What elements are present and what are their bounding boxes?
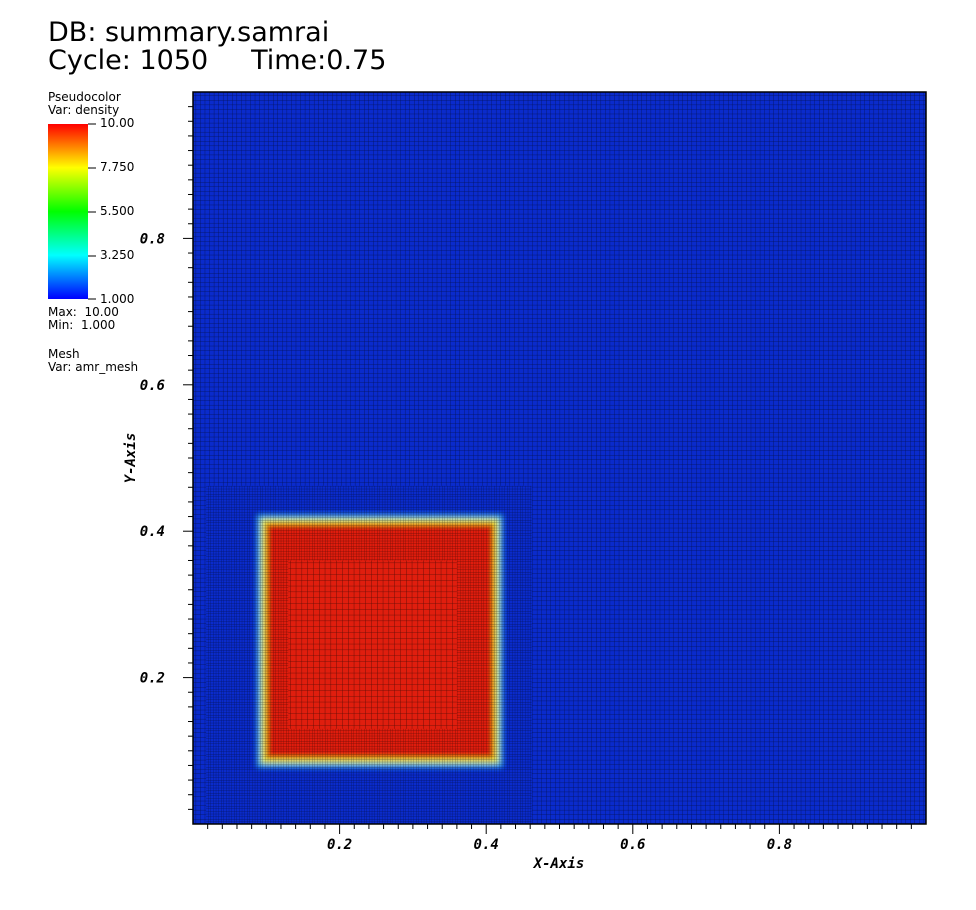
y-axis-label: Y-Axis xyxy=(123,433,139,484)
mesh-legend-title: Mesh xyxy=(48,347,80,361)
mesh-lines-level2 xyxy=(288,560,457,729)
colorbar-tick-label: 7.750 xyxy=(100,160,135,174)
legend-plot-type: Pseudocolor xyxy=(48,90,121,104)
axes: 0.2 0.4 0.6 0.8 0.2 0.4 0.6 0.8 xyxy=(140,91,927,853)
mesh-legend-var: Var: amr_mesh xyxy=(48,360,139,374)
y-tick-label: 0.4 xyxy=(140,524,165,540)
y-tick-label: 0.8 xyxy=(140,231,165,247)
colorbar-tick-label: 3.250 xyxy=(100,248,135,262)
legend-min: Min: 1.000 xyxy=(48,318,116,332)
cycle-time-title: Cycle: 1050 Time:0.75 xyxy=(48,45,387,76)
colorbar xyxy=(48,124,88,299)
colorbar-tick-label: 1.000 xyxy=(100,292,135,306)
x-axis-label: X-Axis xyxy=(533,856,585,872)
colorbar-tick-label: 10.00 xyxy=(100,116,135,130)
y-tick-label: 0.2 xyxy=(140,671,165,687)
colorbar-tick-label: 5.500 xyxy=(100,204,135,218)
x-tick-label: 0.4 xyxy=(474,837,499,853)
database-title: DB: summary.samrai xyxy=(48,17,330,48)
x-tick-label: 0.2 xyxy=(327,837,352,853)
y-tick-label: 0.6 xyxy=(140,378,165,394)
legend-max: Max: 10.00 xyxy=(48,305,119,319)
x-tick-label: 0.8 xyxy=(767,837,792,853)
legend-var-label: Var: density xyxy=(48,103,120,117)
x-tick-label: 0.6 xyxy=(620,837,645,853)
density-field xyxy=(193,92,926,824)
colorbar-ticks xyxy=(88,123,96,300)
